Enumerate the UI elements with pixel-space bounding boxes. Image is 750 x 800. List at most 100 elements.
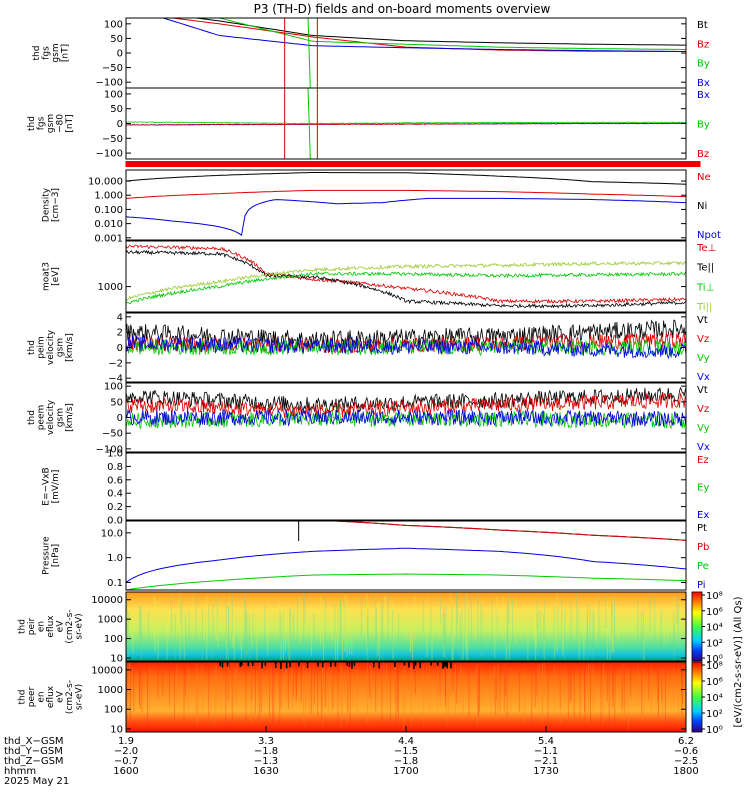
spectrogram-texture bbox=[456, 592, 458, 651]
spectrogram-texture bbox=[460, 664, 462, 704]
spectrogram-texture bbox=[625, 668, 627, 708]
panel-plot-area bbox=[126, 662, 686, 732]
spectrogram-texture bbox=[556, 593, 558, 654]
spectrogram-texture bbox=[470, 593, 472, 642]
colorbar-tick-label: 10⁴ bbox=[706, 623, 723, 634]
spectrogram-texture bbox=[302, 665, 304, 723]
spectrogram-texture bbox=[312, 664, 314, 717]
spectrogram-texture bbox=[184, 613, 186, 657]
spectrogram-texture bbox=[305, 666, 307, 708]
x-axis-value: −2.5 bbox=[674, 756, 698, 767]
spectrogram-texture bbox=[319, 595, 321, 645]
spectrogram-texture bbox=[437, 601, 439, 637]
spectrogram-texture bbox=[499, 666, 501, 712]
legend-entry: Vx bbox=[697, 442, 710, 453]
spectrogram-texture bbox=[586, 664, 588, 723]
y-axis-label-line: moat3 bbox=[41, 262, 51, 291]
spectrogram-texture bbox=[511, 600, 513, 641]
panel-plot-area bbox=[126, 172, 686, 237]
colorbar-label-text: [eV/(cm2-s-sr-eV)] (All Qs) bbox=[733, 596, 744, 727]
x-axis-value: −2.0 bbox=[114, 746, 138, 757]
spectrogram-texture bbox=[506, 606, 508, 661]
spectrogram-texture bbox=[251, 664, 253, 724]
spectrogram-texture bbox=[534, 612, 536, 645]
spectrogram-texture bbox=[227, 606, 229, 661]
spectrogram-texture bbox=[543, 605, 545, 660]
y-axis-label-line: (cm2-s- bbox=[65, 609, 75, 643]
spectrogram-texture bbox=[216, 606, 218, 641]
fill-value-mark bbox=[330, 662, 332, 667]
legend-entry: Te|| bbox=[696, 263, 714, 274]
y-tick-label: −100 bbox=[96, 78, 123, 89]
spectrogram-texture bbox=[235, 667, 237, 703]
spectrogram-texture bbox=[543, 662, 545, 697]
spectrogram-texture bbox=[678, 666, 680, 722]
spectrogram-texture bbox=[217, 599, 219, 648]
spectrogram-texture bbox=[347, 668, 349, 719]
spectrogram-texture bbox=[351, 610, 353, 656]
spectrogram-texture bbox=[612, 666, 614, 700]
spectrogram-texture bbox=[410, 664, 412, 698]
fill-value-mark bbox=[241, 662, 243, 666]
y-axis-label-line: thd bbox=[32, 46, 42, 61]
spectrogram-texture bbox=[176, 663, 178, 702]
spectrogram-texture bbox=[183, 667, 185, 720]
y-tick-label: 100 bbox=[104, 89, 123, 100]
spectrogram-texture bbox=[239, 614, 241, 650]
spectrogram-texture bbox=[256, 608, 258, 661]
spectrogram-texture bbox=[531, 664, 533, 727]
x-axis-value: −0.7 bbox=[114, 756, 138, 767]
spectrogram-texture bbox=[395, 667, 397, 729]
panel-peir: 10000 1000 100 10 thd peir en eflux eV (cm2-s-sr-… bbox=[18, 591, 687, 664]
y-tick-label: −50 bbox=[102, 134, 123, 145]
spectrogram-texture bbox=[507, 600, 509, 652]
spectrogram-texture bbox=[202, 599, 204, 642]
spectrogram-texture bbox=[389, 667, 391, 724]
spectrogram-texture bbox=[298, 596, 300, 633]
spectrogram-texture bbox=[342, 604, 344, 661]
spectrogram-texture bbox=[535, 603, 537, 648]
fill-value-mark bbox=[280, 662, 282, 669]
series-line-Bt bbox=[191, 18, 686, 46]
spectrogram-texture bbox=[445, 604, 447, 658]
panel-efield: 1.0 0.8 0.6 0.4 0.2 0.0 E=−VxB [mV/m] Ez Ey Ex bbox=[41, 449, 709, 527]
legend-entry: Vy bbox=[697, 423, 710, 434]
spectrogram-texture bbox=[377, 602, 379, 656]
spectrogram-texture bbox=[611, 603, 613, 639]
spectrogram-texture bbox=[430, 606, 432, 646]
legend-entry: Te⊥ bbox=[696, 243, 716, 254]
spectrogram-texture bbox=[445, 667, 447, 707]
y-axis-label: E=−VxB [mV/m] bbox=[41, 467, 61, 505]
spectrogram-texture bbox=[564, 609, 566, 661]
series-line-Ti⊥ bbox=[126, 271, 686, 305]
spectrogram-texture bbox=[225, 665, 227, 729]
spectrogram-texture bbox=[535, 615, 537, 661]
y-axis-label-line: [nT] bbox=[65, 114, 75, 132]
spectrogram-texture bbox=[570, 602, 572, 646]
colorbar-tick-label: 10⁶ bbox=[706, 677, 723, 688]
spectrogram-texture bbox=[592, 608, 594, 661]
y-axis-label-line: [cm−3] bbox=[51, 188, 61, 222]
spectrogram-texture bbox=[673, 596, 675, 626]
spectrogram-texture bbox=[261, 668, 263, 707]
spectrogram-texture bbox=[584, 667, 586, 720]
spectrogram-texture bbox=[385, 594, 387, 636]
fill-value-mark bbox=[298, 662, 300, 667]
spectrogram-texture bbox=[491, 599, 493, 656]
series-line-Bz bbox=[126, 122, 686, 126]
spectrogram-texture bbox=[620, 668, 622, 711]
spectrogram-texture bbox=[270, 667, 272, 699]
spectrogram-texture bbox=[673, 614, 675, 661]
colorbar-tick-label: 10⁶ bbox=[706, 607, 723, 618]
spectrogram-texture bbox=[246, 608, 248, 654]
spectrogram-texture bbox=[285, 662, 287, 702]
legend-entry: Bz bbox=[697, 39, 709, 50]
series-line-Bx bbox=[161, 18, 686, 52]
spectrogram-texture bbox=[179, 609, 181, 661]
mode-bar bbox=[125, 161, 701, 167]
spectrogram-texture bbox=[220, 664, 222, 711]
spectrogram-texture bbox=[375, 608, 377, 658]
spectrogram-texture bbox=[340, 666, 342, 729]
spectrogram-texture bbox=[673, 611, 675, 655]
